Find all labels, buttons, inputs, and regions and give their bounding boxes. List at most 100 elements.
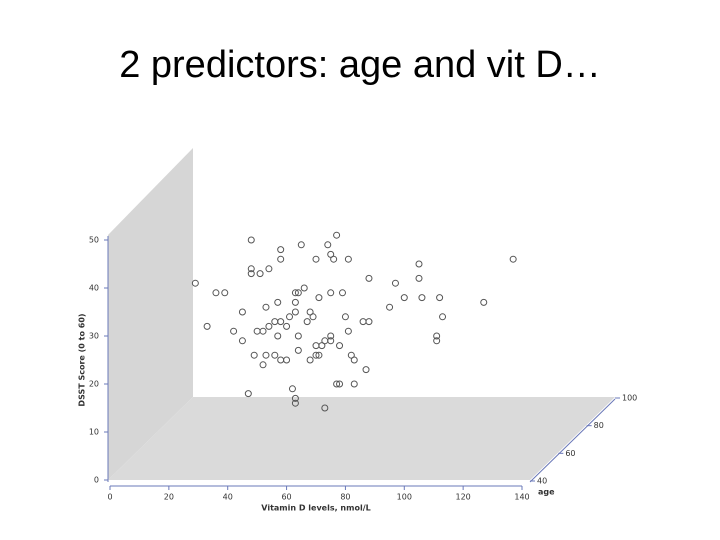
z-tick-label: 80 xyxy=(594,421,604,430)
z-axis xyxy=(529,398,616,483)
point xyxy=(415,260,423,268)
point xyxy=(344,255,352,263)
x-axis-label: Vitamin D levels, nmol/L xyxy=(261,504,370,513)
point xyxy=(286,313,294,321)
point xyxy=(386,303,394,311)
point xyxy=(247,236,255,244)
point xyxy=(259,327,267,335)
point xyxy=(247,265,255,273)
y-tick-label: 10 xyxy=(89,428,99,437)
point xyxy=(250,351,258,359)
y-tick-label: 30 xyxy=(89,332,99,341)
x-tick-label: 60 xyxy=(281,493,291,502)
point xyxy=(271,351,279,359)
x-tick-label: 0 xyxy=(107,493,112,502)
point xyxy=(291,289,299,297)
y-tick-label: 0 xyxy=(94,476,99,485)
point xyxy=(271,318,279,326)
point xyxy=(283,322,291,330)
point xyxy=(327,289,335,297)
point xyxy=(262,303,270,311)
x-tick-label: 120 xyxy=(456,493,471,502)
point xyxy=(324,241,332,249)
point xyxy=(244,390,252,398)
point xyxy=(312,351,320,359)
point xyxy=(265,322,273,330)
point xyxy=(433,332,441,340)
point xyxy=(439,313,447,321)
point xyxy=(277,318,285,326)
point xyxy=(274,332,282,340)
point xyxy=(365,318,373,326)
point xyxy=(330,255,338,263)
point xyxy=(433,337,441,345)
floor xyxy=(108,397,615,480)
point xyxy=(327,337,335,345)
point xyxy=(418,294,426,302)
point xyxy=(238,337,246,345)
point xyxy=(350,380,358,388)
z-tick-label: 40 xyxy=(537,477,547,486)
point xyxy=(315,294,323,302)
point xyxy=(306,356,314,364)
back-wall xyxy=(108,148,193,480)
point xyxy=(294,346,302,354)
point xyxy=(294,332,302,340)
point xyxy=(288,385,296,393)
point xyxy=(230,327,238,335)
point xyxy=(212,289,220,297)
point xyxy=(350,356,358,364)
point xyxy=(312,255,320,263)
point xyxy=(256,270,264,278)
point xyxy=(300,284,308,292)
point xyxy=(291,399,299,407)
point xyxy=(327,332,335,340)
x-tick-label: 20 xyxy=(164,493,174,502)
point xyxy=(274,298,282,306)
point xyxy=(259,361,267,369)
point xyxy=(238,308,246,316)
point xyxy=(362,366,370,374)
y-tick-label: 20 xyxy=(89,380,99,389)
point xyxy=(191,279,199,287)
point xyxy=(309,313,317,321)
point xyxy=(203,322,211,330)
point xyxy=(365,274,373,282)
y-tick-label: 40 xyxy=(89,284,99,293)
z-tick-label: 100 xyxy=(622,394,637,403)
point xyxy=(509,255,517,263)
point xyxy=(283,356,291,364)
point xyxy=(247,270,255,278)
point xyxy=(312,342,320,350)
point xyxy=(277,255,285,263)
point xyxy=(415,274,423,282)
point xyxy=(400,294,408,302)
point xyxy=(253,327,261,335)
point xyxy=(321,337,329,345)
point xyxy=(291,308,299,316)
point xyxy=(277,356,285,364)
point xyxy=(333,231,341,239)
point xyxy=(336,380,344,388)
y-tick-label: 50 xyxy=(89,236,99,245)
x-tick-label: 80 xyxy=(340,493,350,502)
slide-title: 2 predictors: age and vit D… xyxy=(119,44,601,86)
point xyxy=(338,289,346,297)
z-tick-label: 60 xyxy=(565,449,575,458)
point xyxy=(265,265,273,273)
point xyxy=(344,327,352,335)
point xyxy=(294,289,302,297)
point xyxy=(262,351,270,359)
point xyxy=(436,294,444,302)
x-tick-label: 40 xyxy=(223,493,233,502)
z-axis-label: age xyxy=(538,488,555,497)
point xyxy=(221,289,229,297)
x-tick-label: 100 xyxy=(397,493,412,502)
point xyxy=(341,313,349,321)
point xyxy=(291,298,299,306)
point xyxy=(480,298,488,306)
point xyxy=(277,246,285,254)
point xyxy=(297,241,305,249)
